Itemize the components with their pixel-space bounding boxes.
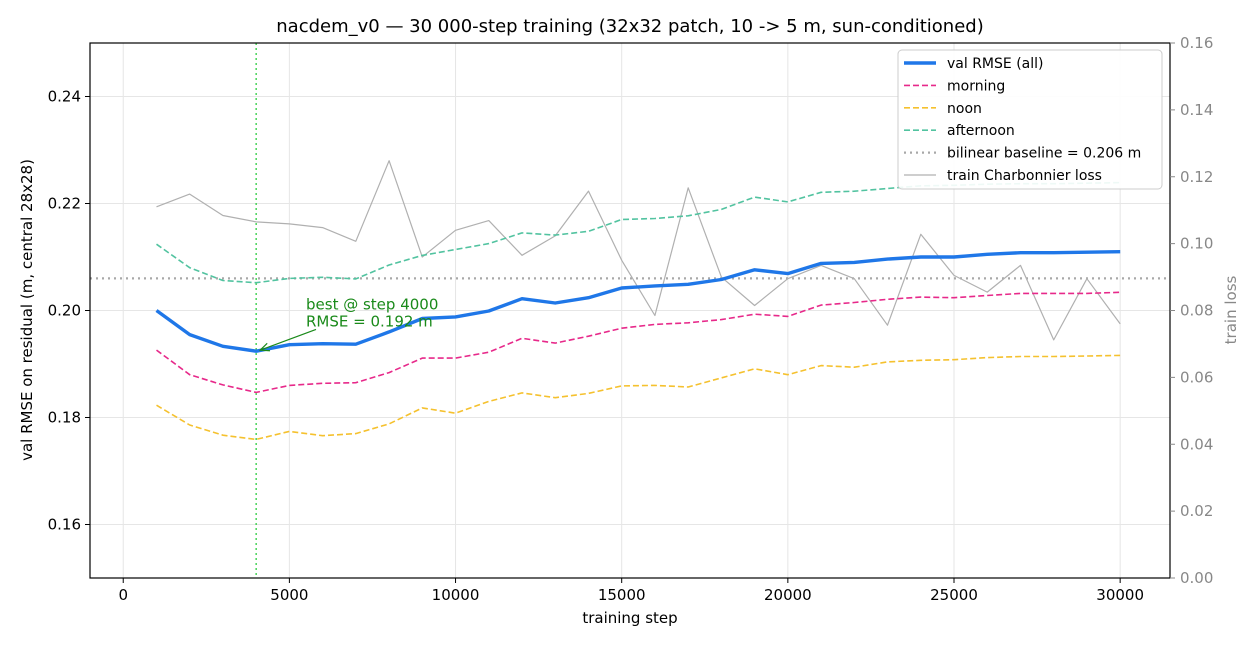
x-tick-label: 30000 — [1096, 586, 1144, 604]
y-right-tick-label: 0.14 — [1180, 101, 1213, 119]
x-tick-label: 25000 — [930, 586, 978, 604]
y-tick-label: 0.24 — [48, 88, 81, 106]
y-axis-label-left: val RMSE on residual (m, central 28x28) — [18, 159, 36, 461]
x-tick-label: 5000 — [270, 586, 308, 604]
legend-label-noon: noon — [947, 101, 982, 117]
legend-label-morning: morning — [947, 78, 1005, 94]
y-axis-label-right: train loss — [1222, 275, 1240, 344]
x-axis-label: training step — [582, 609, 677, 627]
y-right-tick-label: 0.00 — [1180, 569, 1213, 587]
x-tick-label: 10000 — [432, 586, 480, 604]
legend-box — [897, 49, 1163, 190]
series-line-afternoon — [156, 181, 1121, 284]
x-tick-label: 0 — [118, 586, 128, 604]
series-line-morning — [156, 291, 1121, 394]
annotation-arrow-head — [258, 342, 271, 352]
y-tick-label: 0.16 — [48, 516, 81, 534]
y-tick-label: 0.22 — [48, 195, 81, 213]
legend-label-bilinear-baseline-0-206-m: bilinear baseline = 0.206 m — [947, 146, 1141, 162]
y-right-tick-label: 0.02 — [1180, 502, 1213, 520]
series-line-val-rmse-all — [155, 250, 1121, 353]
axes: 0 5000 10000 15000 20000 25000 30000 0.16 0.18 0.… — [48, 34, 1214, 604]
x-tick-label: 20000 — [764, 586, 812, 604]
y-right-tick-label: 0.04 — [1180, 435, 1213, 453]
annotation-text: RMSE = 0.192 m — [306, 312, 433, 330]
annotation-arrow-line — [259, 328, 317, 351]
chart-title: nacdem_v0 — 30 000-step training (32x32 … — [276, 16, 983, 37]
y-tick-label: 0.18 — [48, 409, 81, 427]
y-right-tick-label: 0.16 — [1180, 34, 1213, 52]
legend: val RMSE (all) morning noon afternoon biline… — [897, 49, 1163, 190]
y-tick-label: 0.20 — [48, 302, 81, 320]
series-line-noon — [156, 354, 1121, 441]
y-right-tick-label: 0.10 — [1180, 235, 1213, 253]
series-layer — [155, 160, 1121, 441]
annotation-text: best @ step 4000 — [306, 295, 438, 313]
x-tick-label: 15000 — [598, 586, 646, 604]
y-right-tick-label: 0.12 — [1180, 168, 1213, 186]
legend-label-afternoon: afternoon — [947, 123, 1015, 139]
y-right-tick-label: 0.06 — [1180, 368, 1213, 386]
legend-label-train-charbonnier-loss: train Charbonnier loss — [947, 168, 1102, 184]
y-right-tick-label: 0.08 — [1180, 302, 1213, 320]
legend-label-val-rmse-all: val RMSE (all) — [947, 56, 1043, 72]
